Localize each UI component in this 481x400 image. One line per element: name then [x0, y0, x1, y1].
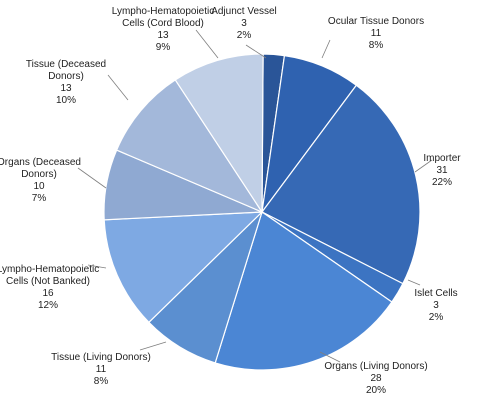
slice-label-line: 2%	[429, 312, 444, 323]
slice-data-label: Organs (Deceased Donors) 10 7%	[0, 157, 81, 204]
pie-slice	[103, 211, 264, 324]
leader-line	[139, 341, 167, 351]
leader-line	[87, 264, 107, 269]
slice-label-line: Islet Cells	[414, 288, 457, 299]
slice-label-line: Importer	[423, 153, 461, 164]
slice-label-line: Lympho-Hematopoietic	[0, 264, 99, 275]
slice-data-label: Lympho-Hematopoietic Cells (Not Banked) 16…	[0, 264, 99, 311]
slice-label-line: Cells (Cord Blood)	[122, 18, 204, 29]
slice-label-line: 8%	[369, 40, 384, 51]
slice-label-line: 22%	[432, 177, 452, 188]
slice-label-line: Donors)	[21, 169, 57, 180]
leader-line	[407, 279, 421, 286]
slice-label-line: 10%	[56, 95, 76, 106]
slice-label-line: Donors)	[48, 71, 84, 82]
slice-label-line: 20%	[366, 385, 386, 396]
pie-slice	[261, 84, 421, 285]
slice-label-line: 11	[96, 364, 107, 375]
slice-label-line: 9%	[156, 42, 171, 53]
slice-data-label: Tissue (Deceased Donors) 13 10%	[26, 59, 106, 106]
slice-label-line: Organs (Deceased	[0, 157, 81, 168]
leader-line	[321, 39, 331, 59]
pie-slice	[174, 53, 264, 214]
leader-line	[107, 74, 129, 101]
slice-label-line: 31	[436, 165, 448, 176]
slice-label-line: 2%	[237, 30, 252, 41]
pie-slice	[214, 211, 393, 371]
slice-data-label: Importer 31 22%	[423, 153, 461, 188]
leader-line	[245, 44, 267, 59]
slice-data-label: Tissue (Living Donors) 11 8%	[51, 352, 151, 387]
leader-line	[77, 167, 107, 189]
slice-label-line: 8%	[94, 376, 109, 387]
slice-label-line: Tissue (Deceased	[26, 59, 106, 70]
pie-slices	[103, 53, 421, 371]
slice-data-label: Islet Cells 3 2%	[414, 288, 457, 323]
pie-slice	[115, 79, 264, 214]
slice-label-line: Ocular Tissue Donors	[328, 16, 424, 27]
slice-label-line: 3	[433, 300, 439, 311]
slice-label-line: Organs (Living Donors)	[324, 361, 427, 372]
leader-line	[319, 351, 341, 363]
data-labels: Adjunct Vessel 3 2%Ocular Tissue Donors 11 8…	[0, 6, 461, 396]
slice-label-line: 28	[370, 373, 382, 384]
slice-label-line: 16	[42, 288, 54, 299]
slice-label-line: 12%	[38, 300, 58, 311]
slice-label-line: Adjunct Vessel	[211, 6, 277, 17]
leader-lines	[77, 29, 433, 363]
slice-label-line: 13	[60, 83, 72, 94]
slice-label-line: 3	[241, 18, 247, 29]
leader-line	[195, 29, 219, 59]
slice-label-line: Tissue (Living Donors)	[51, 352, 151, 363]
slice-label-line: 11	[371, 28, 382, 39]
slice-label-line: 7%	[32, 193, 47, 204]
slice-label-line: 10	[33, 181, 45, 192]
slice-label-line: Lympho-Hematopoietic	[112, 6, 214, 17]
leader-line	[414, 159, 433, 173]
slice-data-label: Lympho-Hematopoietic Cells (Cord Blood) 13…	[112, 6, 214, 53]
slice-data-label: Organs (Living Donors) 28 20%	[324, 361, 427, 396]
slice-label-line: 13	[157, 30, 169, 41]
slice-data-label: Adjunct Vessel 3 2%	[211, 6, 277, 41]
slice-data-label: Ocular Tissue Donors 11 8%	[328, 16, 424, 51]
slice-label-line: Cells (Not Banked)	[6, 276, 90, 287]
